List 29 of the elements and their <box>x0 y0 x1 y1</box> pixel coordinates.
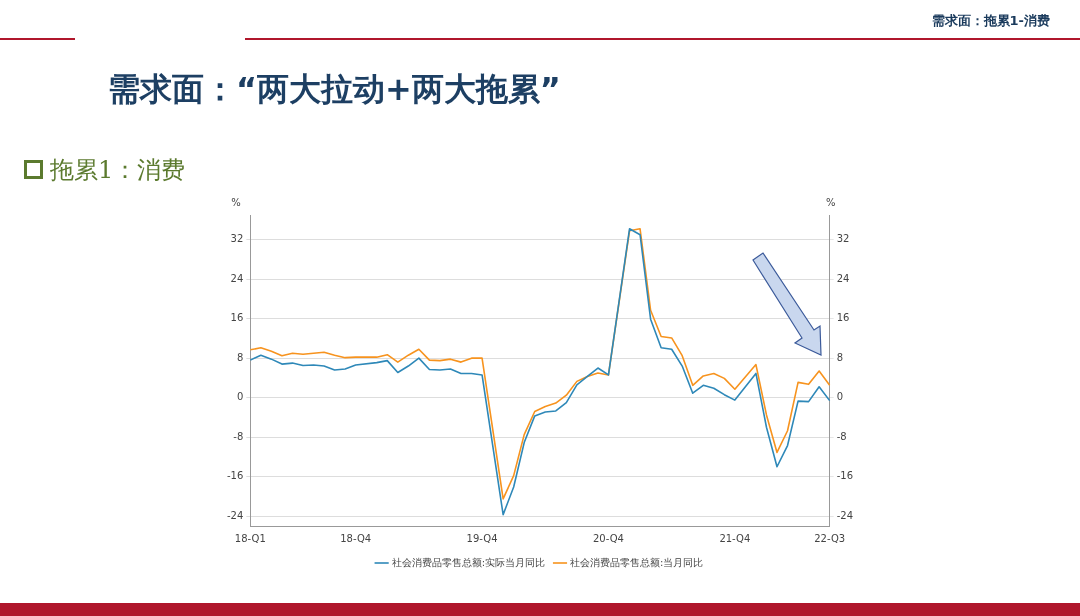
y2-axis-title: % <box>825 196 836 208</box>
chart-title: 需求面：“两大拉动+两大拖累” <box>108 69 561 110</box>
y2-tick-label: 32 <box>836 233 850 245</box>
x-tick-label: 21-Q4 <box>719 532 751 544</box>
x-tick-label: 18-Q1 <box>234 532 266 544</box>
chart-subtitle: 拖累1：消费 <box>50 155 186 186</box>
x-tick-label: 22-Q3 <box>814 532 846 544</box>
y-tick-label: -24 <box>226 509 244 521</box>
y-tick-label: 32 <box>230 233 244 245</box>
legend-label: 社会消费品零售总额:实际当月同比 <box>391 556 546 568</box>
y2-tick-label: -24 <box>836 509 854 521</box>
y2-tick-label: 16 <box>836 312 850 324</box>
y2-tick-label: -8 <box>836 430 847 442</box>
y-tick-label: 0 <box>236 391 244 403</box>
y2-tick-label: -16 <box>836 470 854 482</box>
y-tick-label: -8 <box>233 430 244 442</box>
y-tick-label: 24 <box>230 272 244 284</box>
text: 需求面：拖累1-消费 <box>931 12 1050 30</box>
y2-tick-label: 24 <box>836 272 850 284</box>
y2-tick-label: 0 <box>836 391 844 403</box>
legend-label: 社会消费品零售总额:当月同比 <box>570 556 704 568</box>
y-axis-title: % <box>231 196 241 208</box>
y2-tick-label: 8 <box>836 351 844 363</box>
y-tick-label: 16 <box>230 312 244 324</box>
y-tick-label: 8 <box>236 351 244 363</box>
x-tick-label: 18-Q4 <box>340 532 372 544</box>
x-tick-label: 19-Q4 <box>466 532 498 544</box>
y-tick-label: -16 <box>226 470 244 482</box>
x-tick-label: 20-Q4 <box>593 532 624 544</box>
